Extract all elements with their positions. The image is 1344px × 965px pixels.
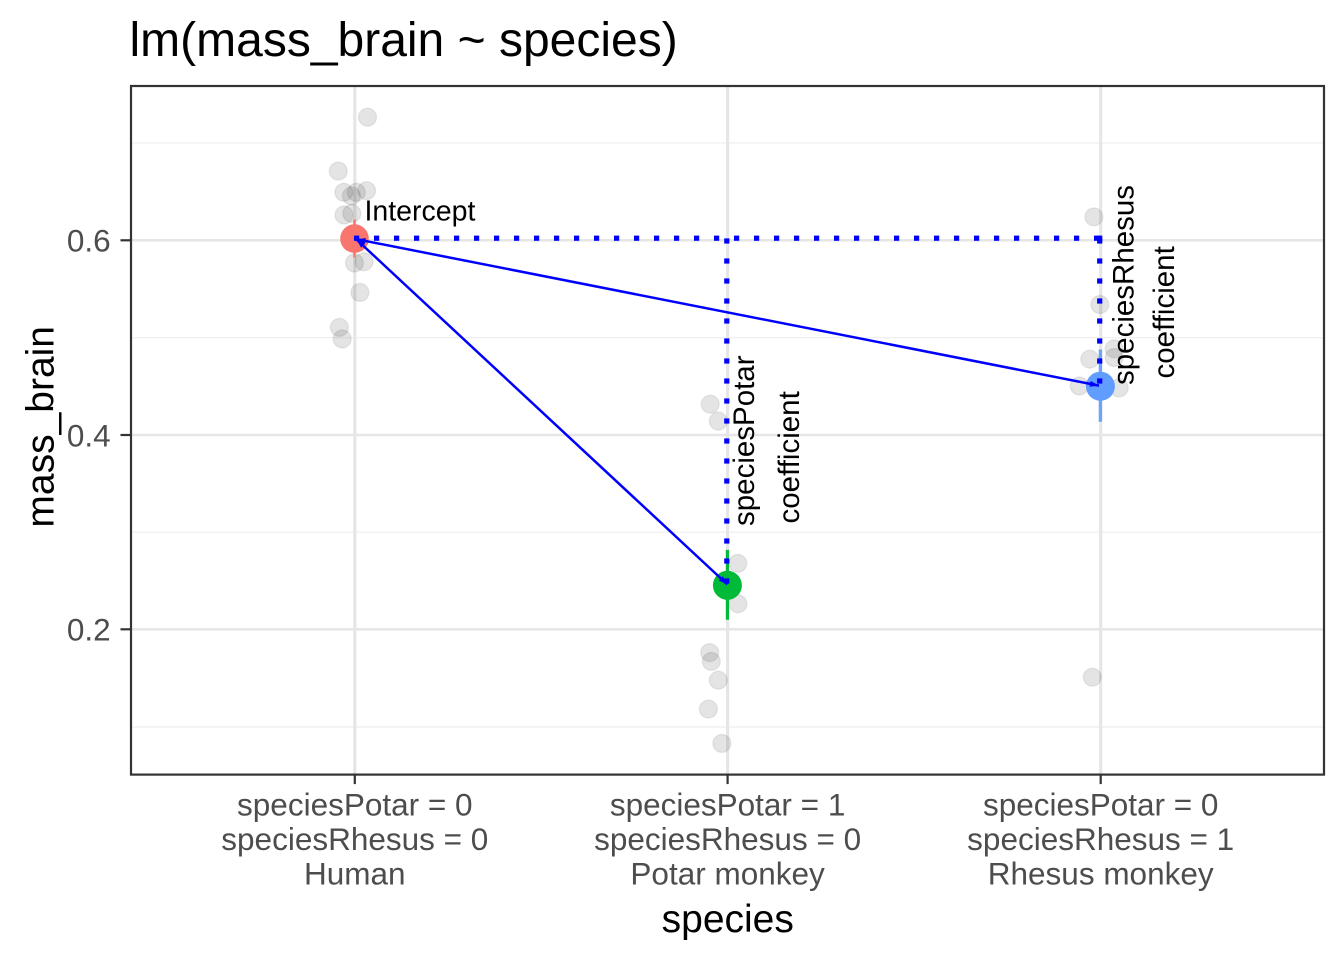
svg-text:coefficient: coefficient — [1148, 246, 1181, 378]
svg-text:0.2: 0.2 — [67, 612, 111, 648]
svg-text:speciesPotar: speciesPotar — [728, 355, 761, 526]
svg-text:species: species — [662, 898, 794, 941]
svg-text:speciesRhesus = 0: speciesRhesus = 0 — [594, 821, 861, 857]
svg-text:Rhesus monkey: Rhesus monkey — [988, 855, 1214, 891]
svg-text:coefficient: coefficient — [773, 391, 806, 523]
svg-text:Potar monkey: Potar monkey — [630, 855, 825, 891]
svg-text:0.6: 0.6 — [67, 223, 111, 259]
svg-text:Intercept: Intercept — [365, 196, 476, 228]
svg-text:speciesPotar = 1: speciesPotar = 1 — [610, 787, 846, 823]
svg-text:speciesRhesus = 1: speciesRhesus = 1 — [967, 821, 1234, 857]
svg-text:speciesRhesus: speciesRhesus — [1108, 185, 1141, 385]
svg-text:Human: Human — [304, 855, 406, 891]
svg-text:speciesPotar = 0: speciesPotar = 0 — [983, 787, 1219, 823]
svg-text:mass_brain: mass_brain — [20, 326, 63, 528]
svg-text:speciesPotar = 0: speciesPotar = 0 — [237, 787, 473, 823]
svg-text:lm(mass_brain ~ species): lm(mass_brain ~ species) — [130, 14, 678, 67]
svg-text:0.4: 0.4 — [67, 417, 111, 453]
svg-text:speciesRhesus = 0: speciesRhesus = 0 — [221, 821, 488, 857]
